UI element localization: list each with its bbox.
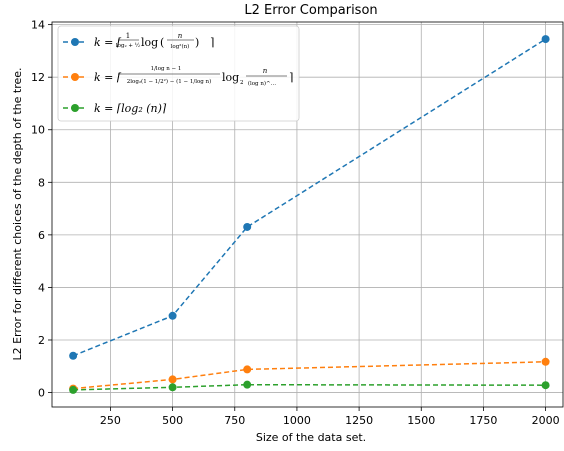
series-3-point	[541, 381, 550, 390]
x-tick-label: 500	[162, 414, 183, 427]
plot-frame	[51, 21, 564, 408]
series-layer	[69, 35, 550, 394]
legend-entry-1: k = ⌈ 1 log₂ + ½ log ( n log²(n) ) ⌉	[63, 32, 214, 50]
legend-label-1-frac-num: 1	[126, 32, 130, 40]
y-tick-label: 6	[38, 229, 45, 242]
legend-label-2-inner-num: n	[263, 67, 268, 75]
x-tick-label: 750	[224, 414, 245, 427]
x-tick-label: 2000	[532, 414, 560, 427]
legend-entry-2: k = ⌈ 1/log n − 1 2log₂(1 − 1/2²) − (1 −…	[63, 66, 293, 87]
legend-swatch-marker-3	[71, 104, 79, 112]
legend-label-3: k = ⌈log₂ (n)⌉	[94, 102, 167, 115]
legend-label-2-frac-num: 1/log n − 1	[151, 66, 182, 72]
y-tick-label: 14	[31, 19, 45, 32]
y-ticks: 0 2 4 6 8 10 12 14	[31, 19, 52, 400]
series-1-point	[243, 222, 252, 231]
series-2-point	[243, 365, 252, 374]
y-tick-label: 2	[38, 334, 45, 347]
series-1-point	[168, 311, 177, 320]
series-3-point	[168, 383, 177, 392]
y-axis-label: L2 Error for different choices of the de…	[11, 67, 24, 360]
x-tick-label: 1750	[469, 414, 497, 427]
x-tick-label: 250	[100, 414, 121, 427]
y-tick-label: 0	[38, 387, 45, 400]
series-3-point	[69, 385, 78, 394]
series-line-3	[73, 383, 546, 391]
series-line-2	[73, 361, 546, 390]
series-1-point	[541, 35, 550, 44]
legend-label-2-log-sub: 2	[240, 80, 244, 86]
legend-label-2: k = ⌈	[94, 71, 122, 84]
x-tick-label: 1000	[283, 414, 311, 427]
y-tick-label: 10	[31, 124, 45, 137]
series-2-point	[541, 357, 550, 366]
legend-label-1-paren-open: (	[160, 36, 164, 49]
legend-label-2-inner-den: (log n)^…	[248, 80, 276, 87]
legend-label-2-log: log	[222, 71, 239, 84]
legend-swatch-marker-1	[71, 38, 79, 46]
x-axis-label: Size of the data set.	[256, 431, 366, 444]
series-2-point	[168, 375, 177, 384]
legend-label-1-inner-num: n	[178, 32, 183, 40]
chart-title: L2 Error Comparison	[244, 3, 377, 18]
y-tick-label: 4	[38, 281, 45, 294]
series-3-point	[243, 380, 252, 389]
y-tick-label: 8	[38, 176, 45, 189]
legend-swatch-marker-2	[71, 73, 79, 81]
legend-label-1-inner-den: log²(n)	[171, 43, 190, 50]
y-tick-label: 12	[31, 71, 45, 84]
x-tick-label: 1250	[345, 414, 373, 427]
legend-label-1-ceil-close: ⌉	[210, 36, 214, 49]
series-1-point	[69, 351, 78, 360]
x-ticks: 250 500 750 1000 1250 1500 1750 2000	[100, 407, 560, 427]
legend: k = ⌈ 1 log₂ + ½ log ( n log²(n) ) ⌉ k =…	[57, 25, 300, 122]
legend-label-1-paren-close: )	[195, 36, 199, 49]
legend-label-1-log: log	[141, 36, 158, 49]
legend-box	[57, 25, 300, 122]
grid	[52, 22, 563, 407]
x-tick-label: 1500	[407, 414, 435, 427]
legend-entry-3: k = ⌈log₂ (n)⌉	[63, 102, 167, 115]
legend-label-2-ceil-close: ⌉	[289, 71, 293, 84]
legend-label-2-frac-den: 2log₂(1 − 1/2²) − (1 − 1/log n)	[127, 78, 211, 85]
legend-label-1: k = ⌈	[94, 36, 122, 49]
legend-label-1-frac-den: log₂ + ½	[116, 42, 140, 49]
